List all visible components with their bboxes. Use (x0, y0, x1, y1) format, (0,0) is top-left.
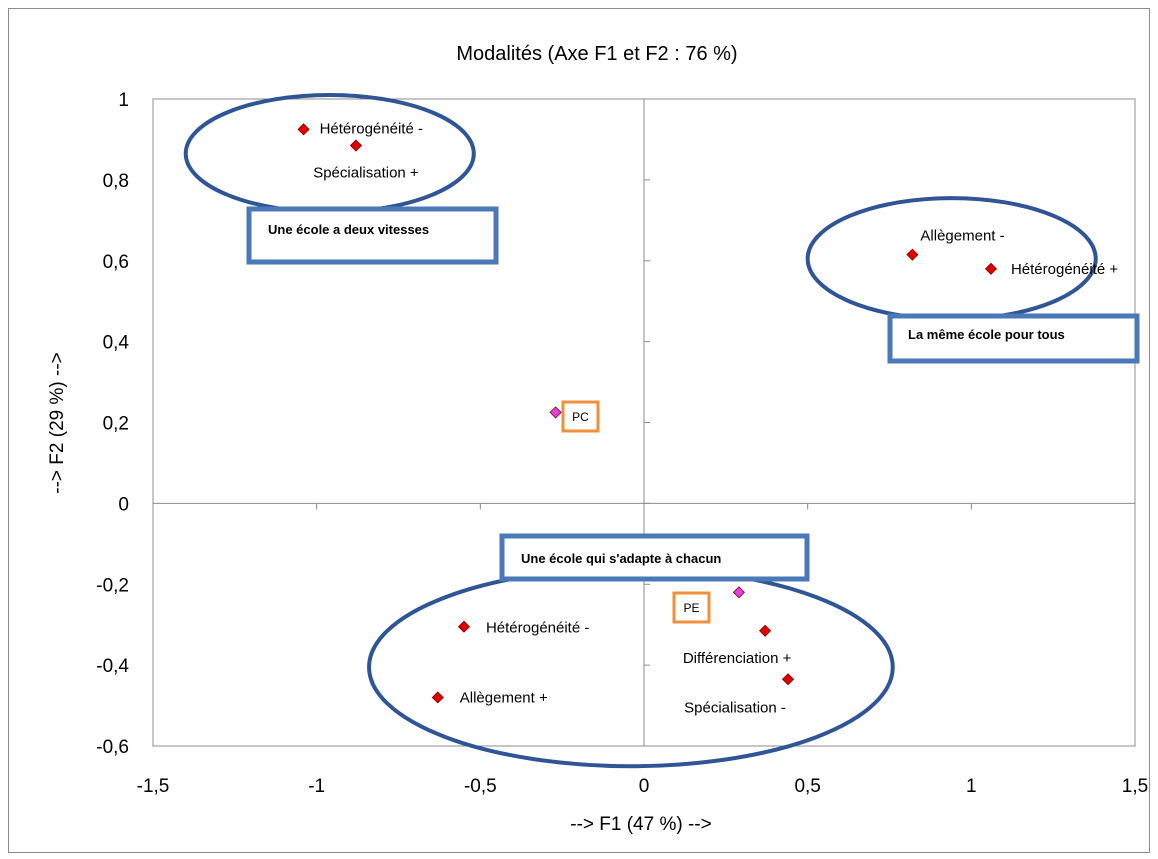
modality-point-marker (906, 248, 919, 261)
modality-point-marker (349, 139, 363, 152)
group-box-same-school (887, 313, 1140, 364)
y-axis-title: --> F2 (29 %) --> (47, 352, 68, 493)
group-label-same-school: La même école pour tous (908, 327, 1065, 342)
y-tick-label: 1 (118, 90, 129, 111)
y-tick-label: 0 (118, 494, 129, 515)
tag-label-pc: PC (572, 410, 589, 424)
group-label-adapts: Une école qui s'adapte à chacun (521, 551, 721, 566)
tag-label-pe: PE (683, 601, 699, 615)
y-tick-label: 0,6 (103, 252, 129, 273)
point-label: Hétérogénéité + (1011, 261, 1118, 278)
axes: -1,5 -1 -0,5 0 0,5 1 1,5 -0,6 -0,4 -0,2 0 0,2 0,4 0,6… (96, 90, 1148, 797)
chart-title: Modalités (Axe F1 et F2 : 76 %) (456, 43, 737, 65)
modality-point-marker (297, 123, 310, 136)
modality-point-marker (759, 624, 772, 637)
group-box-two-speed (246, 206, 499, 265)
modality-point-marker (431, 691, 444, 704)
chart-frame: Modalités (Axe F1 et F2 : 76 %) -1,5 -1 -0… (8, 8, 1150, 853)
modality-point-marker (781, 673, 795, 686)
point-label: Spécialisation - (684, 699, 786, 716)
y-tick-label: -0,4 (96, 656, 129, 677)
ellipse-same-school (805, 196, 1098, 322)
supplementary-point-marker (549, 406, 562, 419)
group-box-adapts (499, 533, 810, 582)
ellipse-two-speed (183, 92, 476, 215)
group-label-two-speed: Une école a deux vitesses (268, 222, 429, 237)
x-tick-label: 1 (966, 776, 977, 797)
y-tick-label: 0,4 (103, 333, 130, 354)
point-label: Spécialisation + (313, 165, 419, 182)
y-tick-label: -0,2 (96, 575, 129, 596)
tag-box-pc (561, 400, 600, 433)
point-labels: Hétérogénéité - Spécialisation + Allègemen… (313, 120, 1118, 716)
x-tick-label: 0,5 (794, 776, 820, 797)
x-axis-title: --> F1 (47 %) --> (570, 814, 711, 835)
supplementary-point-marker (732, 586, 745, 599)
x-tick-label: 1,5 (1122, 776, 1148, 797)
y-tick-label: -0,6 (96, 737, 129, 758)
point-label: Différenciation + (683, 650, 792, 667)
x-tick-label: -1,5 (137, 776, 170, 797)
tag-box-pe (672, 591, 711, 624)
y-tick-label: 0,8 (103, 171, 129, 192)
modality-point-marker (984, 262, 998, 275)
x-tick-label: -1 (308, 776, 325, 797)
point-label: Allègement + (460, 689, 548, 706)
y-tick-label: 0,2 (103, 414, 129, 435)
group-ellipses (183, 92, 1098, 769)
point-label: Allègement - (920, 228, 1004, 245)
point-label: Hétérogénéité - (320, 120, 423, 137)
modality-point-marker (457, 620, 471, 633)
x-tick-label: -0,5 (464, 776, 497, 797)
scatter-chart: Modalités (Axe F1 et F2 : 76 %) -1,5 -1 -0… (47, 43, 1148, 835)
ellipse-adapts (367, 566, 895, 769)
data-points (297, 123, 998, 704)
x-tick-label: 0 (639, 776, 650, 797)
point-label: Hétérogénéité - (486, 620, 589, 637)
